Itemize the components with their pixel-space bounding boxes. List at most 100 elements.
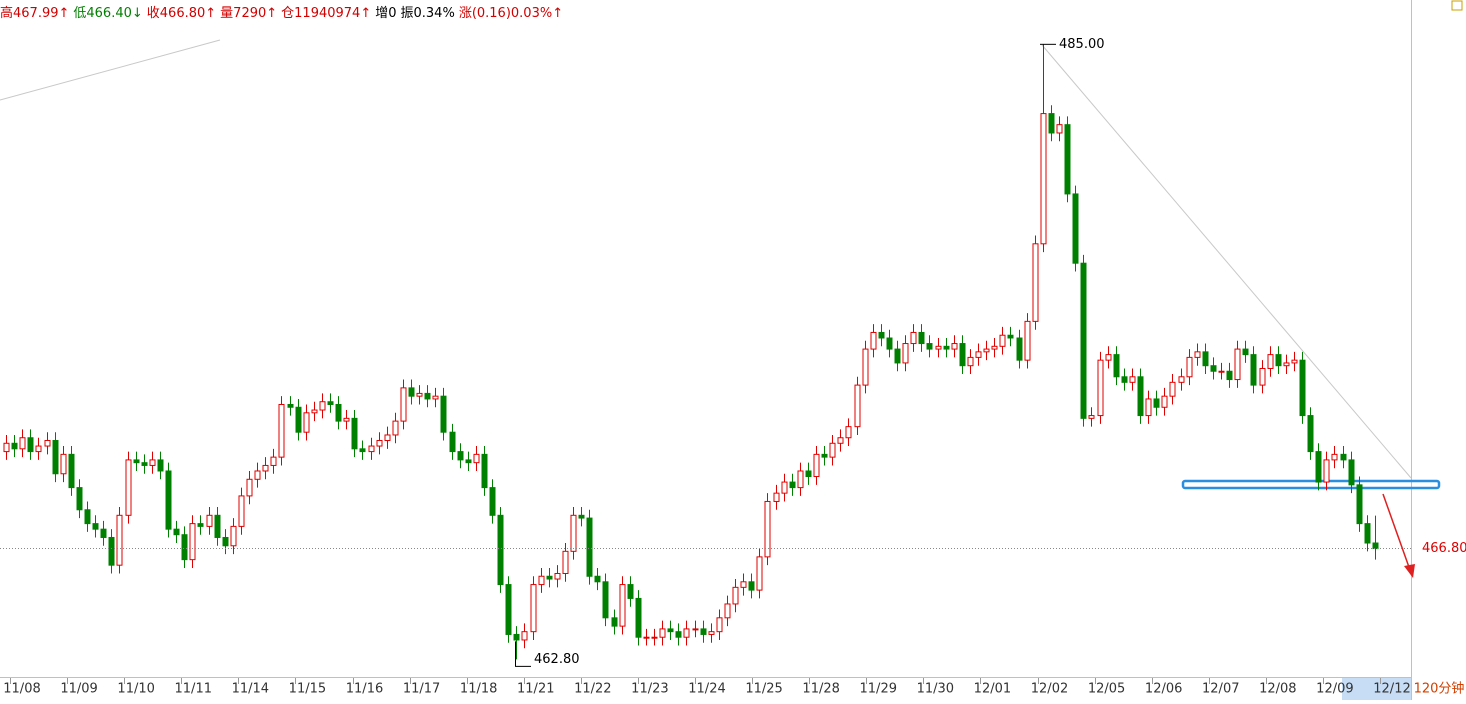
candle-body	[44, 440, 51, 447]
candle-body	[165, 470, 172, 530]
quote-field: 仓11940974↑	[281, 6, 372, 21]
candle-body	[594, 575, 601, 583]
candle-body	[457, 451, 464, 461]
x-tick-label: 11/28	[802, 682, 839, 697]
corner-icon[interactable]	[1451, 0, 1463, 11]
candle-body	[854, 384, 861, 428]
candle-body	[716, 617, 723, 633]
candle-body	[1202, 351, 1209, 367]
candle-body	[1186, 356, 1193, 378]
support-box	[1181, 479, 1441, 490]
candle-body	[781, 481, 788, 494]
x-tick-label: 11/25	[745, 682, 782, 697]
candle-body	[319, 401, 326, 411]
candle-body	[116, 514, 123, 566]
candle-body	[554, 572, 561, 580]
arrow-head	[1404, 564, 1415, 578]
candle-body	[1348, 459, 1355, 486]
candle-body	[27, 437, 34, 453]
candle-body	[789, 481, 796, 489]
candle-body	[449, 431, 456, 453]
candle-body	[35, 445, 42, 453]
candle-body	[100, 528, 107, 538]
candle-body	[1007, 334, 1014, 339]
candle-body	[1234, 348, 1241, 381]
candle-body	[384, 434, 391, 442]
x-tick-label: 12/01	[974, 682, 1011, 697]
x-tick-label: 11/11	[175, 682, 212, 697]
candle-body	[311, 409, 318, 414]
x-tick-label: 11/30	[917, 682, 954, 697]
candle-body	[813, 453, 820, 478]
candle-body	[1226, 370, 1233, 381]
candle-body	[943, 345, 950, 350]
candle-body	[894, 348, 901, 364]
candle-body	[84, 509, 91, 525]
candle-body	[700, 628, 707, 635]
candle-body	[3, 442, 10, 453]
candle-body	[416, 392, 423, 397]
x-tick-label: 11/16	[346, 682, 383, 697]
candle-body	[513, 633, 520, 641]
candle-body	[497, 514, 504, 586]
candle-body	[611, 617, 618, 627]
candle-body	[1072, 193, 1079, 264]
candle-body	[270, 456, 277, 466]
candle-body	[400, 387, 407, 422]
candle-body	[675, 631, 682, 638]
period-label: 120分钟	[1414, 681, 1465, 697]
candle-body	[659, 628, 666, 638]
candle-body	[1097, 359, 1104, 417]
x-tick-label: 12/08	[1259, 682, 1296, 697]
candle-body	[756, 556, 763, 591]
candle-body	[11, 442, 18, 450]
candle-body	[214, 514, 221, 538]
candle-body	[967, 356, 974, 367]
current-period-highlight	[1342, 678, 1411, 700]
x-tick-label: 11/21	[517, 682, 554, 697]
candle-body	[1153, 398, 1160, 408]
candle-body	[424, 392, 431, 400]
candle-body	[619, 584, 626, 627]
candle-body	[440, 395, 447, 433]
candle-body	[230, 525, 237, 547]
candle-body	[951, 343, 958, 350]
candle-body	[19, 437, 26, 450]
candle-body	[692, 628, 699, 631]
candle-body	[797, 470, 804, 489]
candle-body	[764, 500, 771, 558]
candle-body	[108, 536, 115, 566]
candle-body	[1040, 113, 1047, 245]
candle-body	[562, 550, 569, 574]
candle-body	[602, 581, 609, 619]
candle-body	[1299, 359, 1306, 417]
candle-body	[521, 631, 528, 641]
candle-body	[926, 343, 933, 350]
candle-body	[1016, 337, 1023, 361]
x-tick-label: 11/09	[60, 682, 97, 697]
candle-body	[1169, 381, 1176, 397]
candle-body	[351, 417, 358, 450]
candle-body	[643, 636, 650, 639]
candle-body	[133, 459, 140, 464]
candle-body	[732, 586, 739, 605]
x-tick-label: 12/12	[1373, 682, 1410, 697]
candle-body	[1291, 359, 1298, 364]
candle-body	[805, 470, 812, 478]
x-tick-label: 11/22	[574, 682, 611, 697]
candle-body	[991, 345, 998, 350]
candle-body	[1137, 376, 1144, 417]
x-tick-label: 11/23	[631, 682, 668, 697]
candle-body	[683, 628, 690, 638]
candle-body	[821, 453, 828, 458]
candle-body	[1218, 370, 1225, 373]
candle-body	[886, 337, 893, 350]
candle-body	[1331, 453, 1338, 461]
candle-body	[1250, 354, 1257, 386]
candle-body	[1056, 124, 1063, 134]
candle-body	[1283, 362, 1290, 367]
candle-body	[667, 628, 674, 633]
last-price-label: 466.80	[1422, 541, 1466, 556]
